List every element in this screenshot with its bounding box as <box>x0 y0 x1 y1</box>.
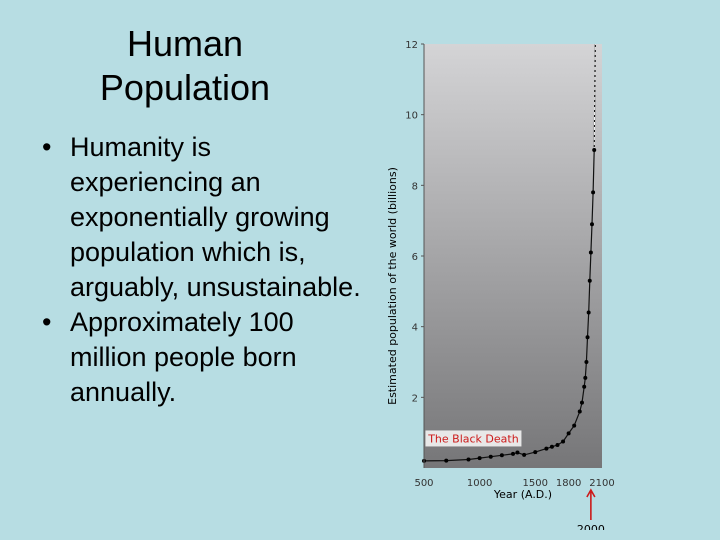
data-point <box>584 360 589 364</box>
population-chart: 2 4 6 8 10 12 500 1000 1500 1800 2100 Estimated po… <box>380 30 630 536</box>
data-point <box>466 457 471 462</box>
bullet-dot: • <box>42 307 52 337</box>
bullet-text: Approximately 100 million people born an… <box>70 307 297 407</box>
data-point <box>585 335 590 340</box>
y-tick-label: 2 <box>412 393 418 404</box>
bullet-item: • Approximately 100 million people born a… <box>36 305 366 410</box>
plot-area <box>424 44 602 468</box>
x-axis-label: Year (A.D.) <box>493 488 552 501</box>
x-tick-label: 1500 <box>523 478 548 489</box>
black-death-annotation: The Black Death <box>425 430 522 447</box>
data-point <box>591 190 596 195</box>
data-point <box>589 222 594 227</box>
x-tick-label: 1000 <box>467 478 492 489</box>
y-tick-label: 6 <box>412 252 418 263</box>
data-point <box>561 439 566 444</box>
x-tick-label: 1800 <box>556 478 581 489</box>
data-point <box>477 456 482 461</box>
y-tick-label: 12 <box>405 40 418 51</box>
bullet-item: • Humanity is experiencing an exponential… <box>36 130 366 305</box>
data-point <box>583 375 588 380</box>
data-point <box>592 148 597 152</box>
data-point <box>566 431 571 436</box>
black-death-box <box>425 430 522 447</box>
x-tick-label: 2100 <box>589 478 614 489</box>
data-point <box>522 452 527 457</box>
data-point <box>586 310 591 315</box>
data-point <box>572 423 577 428</box>
data-point <box>444 458 449 463</box>
y-tick-label: 4 <box>412 323 418 334</box>
y-axis-label: Estimated population of the world (billi… <box>386 167 399 405</box>
x-tick-label: 500 <box>414 478 433 489</box>
black-death-label: The Black Death <box>427 432 519 445</box>
bullet-text: Humanity is experiencing an exponentiall… <box>70 132 361 302</box>
data-point <box>488 454 493 459</box>
year-2000-label: 2000 <box>577 523 605 530</box>
data-point <box>533 450 538 455</box>
data-point <box>582 384 587 389</box>
y-tick-label: 8 <box>412 181 418 192</box>
data-point <box>587 278 592 283</box>
arrow-up-icon <box>586 488 596 520</box>
bullet-dot: • <box>42 132 52 162</box>
y-tick-label: 10 <box>405 111 418 122</box>
bullet-list: • Humanity is experiencing an exponential… <box>36 130 366 410</box>
projection-dash <box>593 43 596 151</box>
data-point <box>499 453 504 458</box>
data-point <box>549 444 554 449</box>
data-point <box>577 409 582 414</box>
data-point <box>579 400 584 405</box>
data-point <box>555 443 560 448</box>
slide-title: Human Population <box>99 23 271 108</box>
data-point <box>544 446 549 451</box>
data-point <box>511 451 515 456</box>
year-2000-annotation: 2000 <box>577 488 605 536</box>
population-chart-svg: 2 4 6 8 10 12 500 1000 1500 1800 2100 Estimated po… <box>386 40 615 536</box>
data-point <box>515 450 520 455</box>
data-point <box>588 250 593 255</box>
